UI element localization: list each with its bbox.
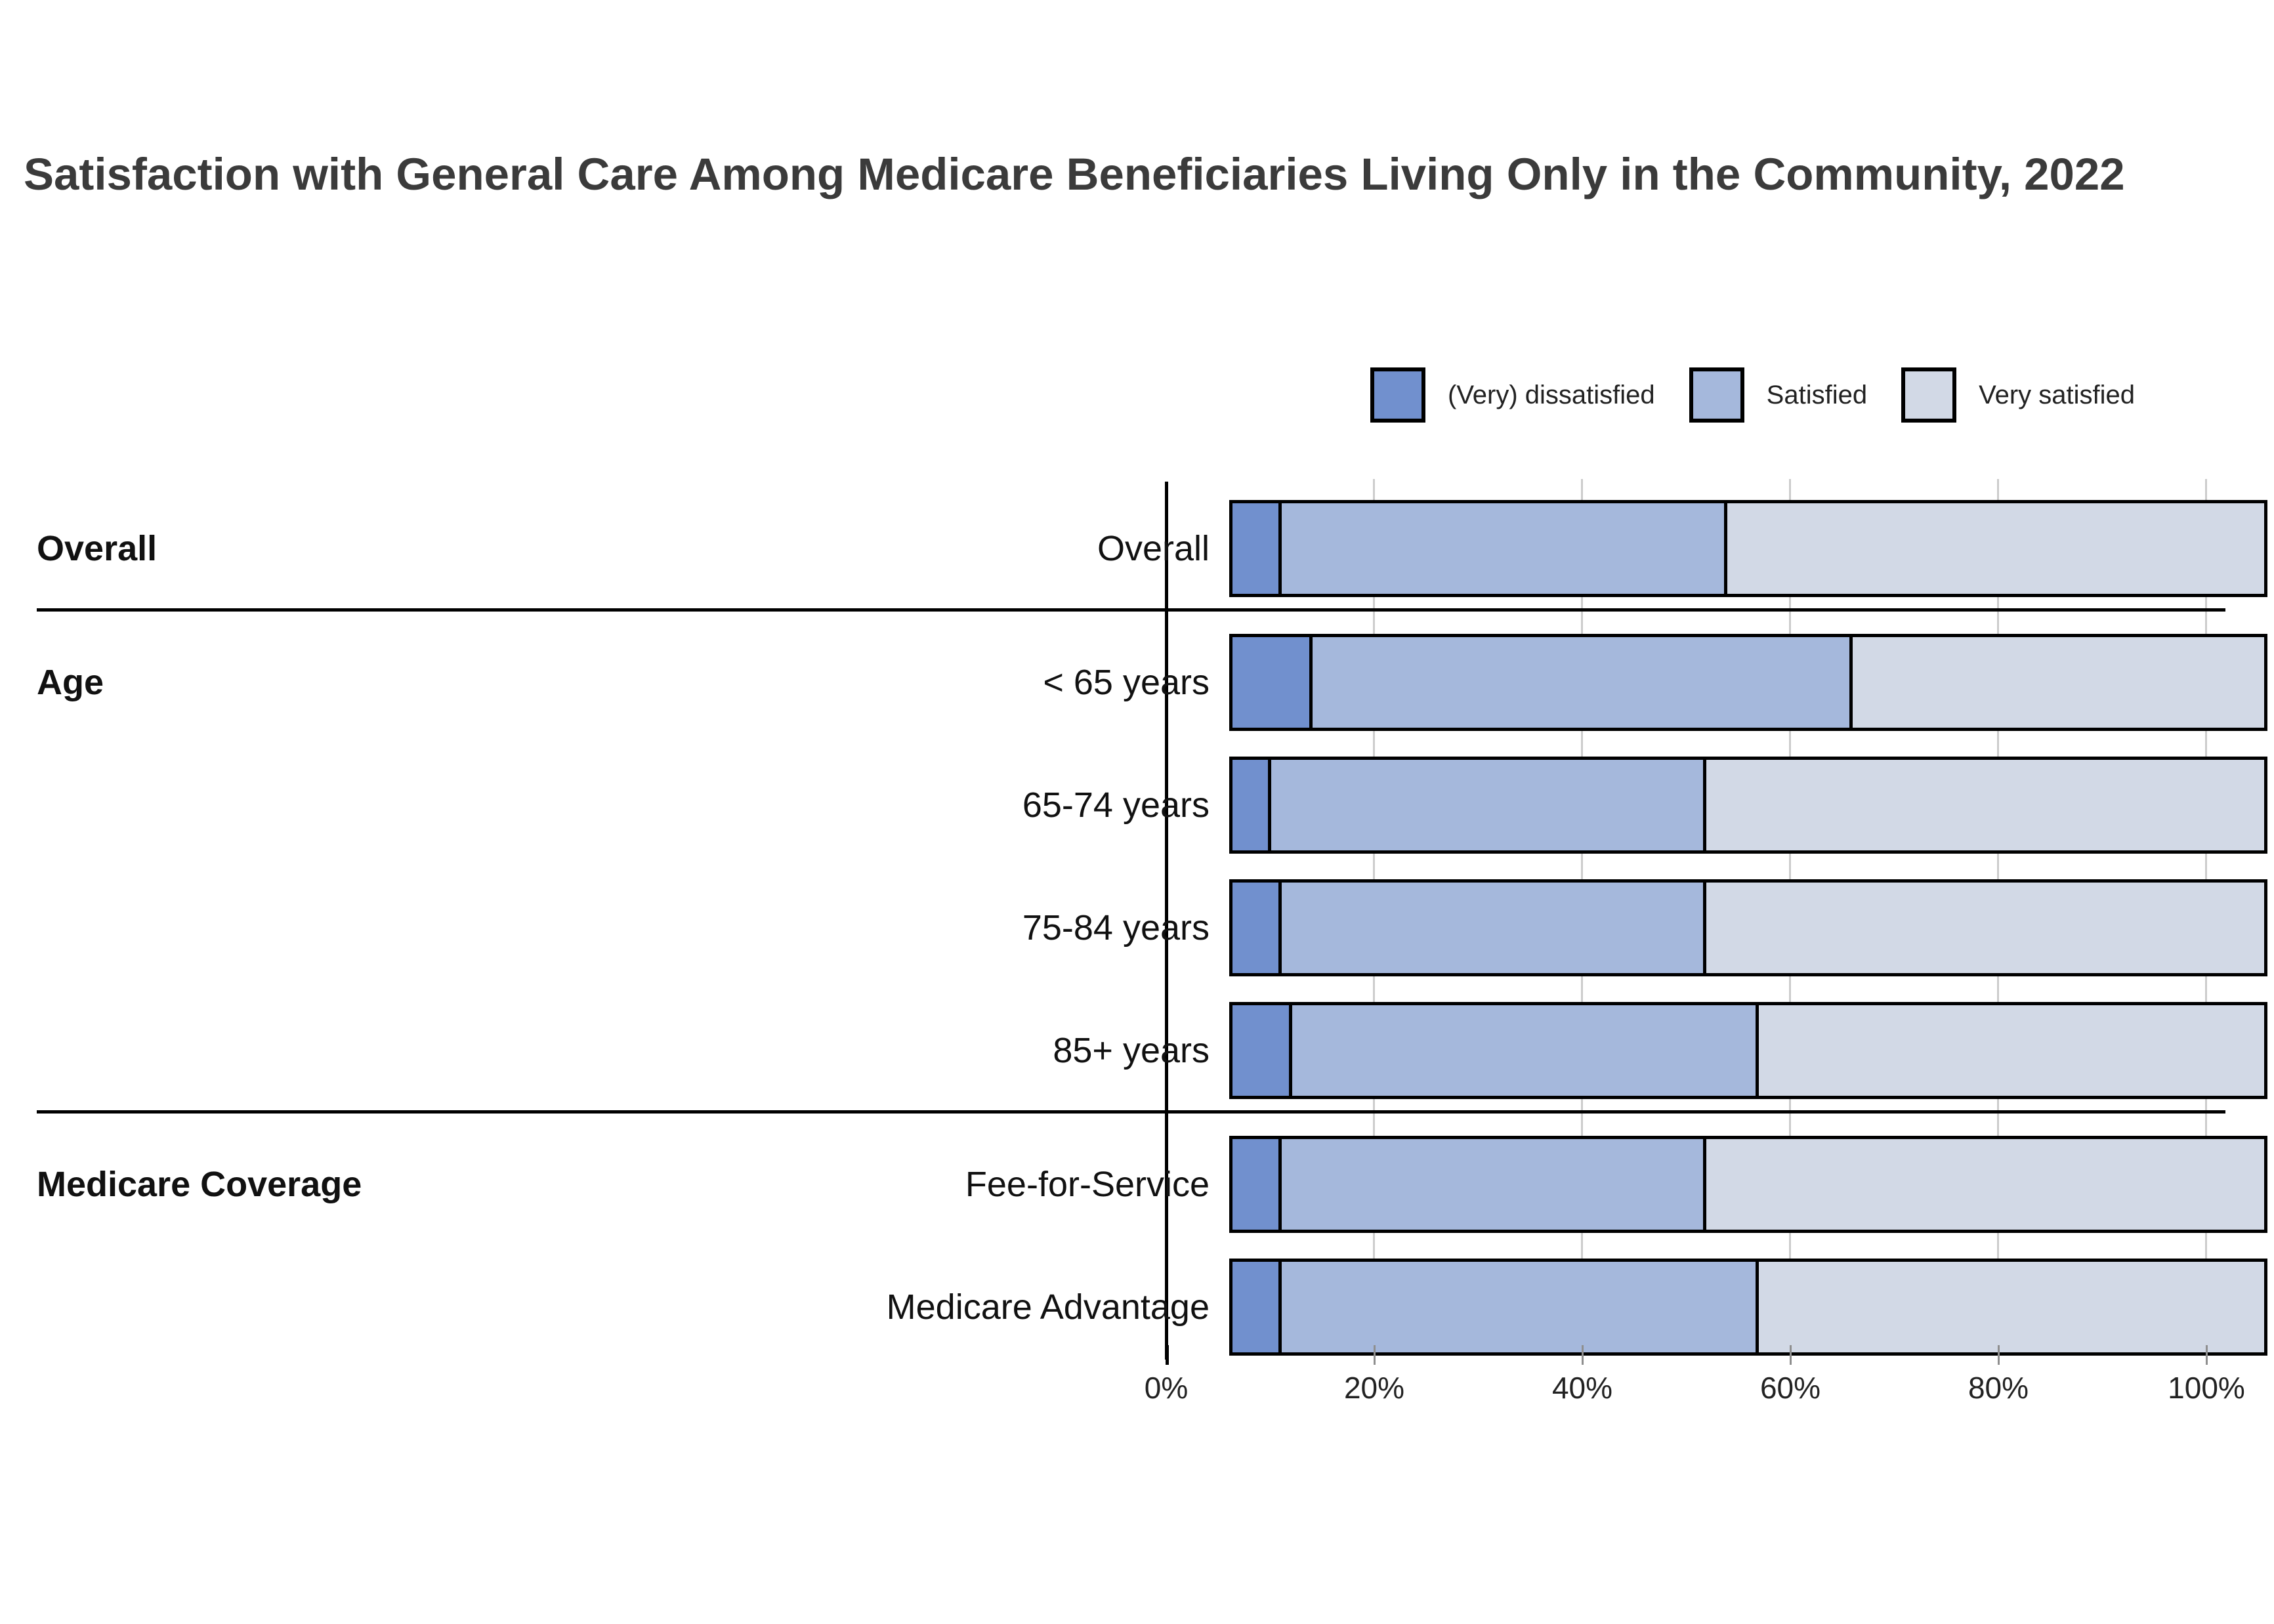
axis-tick	[1374, 1345, 1376, 1365]
bar-track	[1229, 634, 2274, 731]
legend-item: Satisfied	[1689, 367, 1867, 423]
group-label	[0, 1002, 473, 1099]
row-spacer	[0, 854, 2274, 879]
bar-segment-very-satisfied	[1703, 1136, 2267, 1233]
bar-track	[1229, 1002, 2274, 1099]
bar-segment-satisfied	[1309, 634, 1853, 731]
legend-swatch	[1370, 367, 1425, 423]
group-separator	[0, 608, 2274, 634]
chart-row: 85+ years	[0, 1002, 2274, 1099]
legend-label: Very satisfied	[1979, 380, 2135, 409]
legend: (Very) dissatisfied Satisfied Very satisfi…	[1370, 367, 2135, 423]
bar-segment-dissatisfied	[1229, 879, 1282, 976]
group-label: Medicare Coverage	[37, 1165, 362, 1204]
chart-row: 65-74 years	[0, 757, 2274, 854]
bar-segment-satisfied	[1278, 879, 1707, 976]
axis-tick	[1582, 1345, 1584, 1365]
bar-segment-satisfied	[1288, 1002, 1759, 1099]
legend-swatch	[1689, 367, 1744, 423]
row-label: 85+ years	[1053, 1031, 1210, 1070]
legend-label: (Very) dissatisfied	[1448, 380, 1655, 409]
bar-segment-very-satisfied	[1755, 1002, 2267, 1099]
axis-tick	[1998, 1345, 2000, 1365]
group-separator-line	[37, 608, 2225, 612]
chart-row: Medicare Coverage Fee-for-Service	[0, 1136, 2274, 1233]
bar-segment-satisfied	[1267, 757, 1707, 854]
y-axis-line	[1165, 482, 1168, 1360]
axis-tick-label: 60%	[1759, 1371, 1821, 1405]
x-axis: 0% 20% 40% 60% 80% 100%	[0, 1341, 2274, 1446]
legend-swatch	[1901, 367, 1957, 423]
group-separator-line	[37, 1110, 2225, 1114]
row-spacer	[0, 976, 2274, 1002]
group-label	[0, 757, 473, 854]
bar-track	[1229, 500, 2274, 597]
row-label: Medicare Advantage	[886, 1287, 1210, 1327]
legend-item: Very satisfied	[1901, 367, 2135, 423]
bar-segment-very-satisfied	[1703, 879, 2267, 976]
bar-segment-dissatisfied	[1229, 757, 1271, 854]
row-label: 75-84 years	[1022, 908, 1210, 947]
bar-track	[1229, 1136, 2274, 1233]
bar-segment-very-satisfied	[1724, 500, 2267, 597]
axis-tick	[1790, 1345, 1792, 1365]
bar-segment-very-satisfied	[1755, 1259, 2267, 1356]
group-separator	[0, 1110, 2274, 1136]
row-label: Overall	[1097, 529, 1210, 568]
bar-track	[1229, 757, 2274, 854]
axis-tick	[2206, 1345, 2208, 1365]
bar-segment-dissatisfied	[1229, 500, 1282, 597]
bar-segment-dissatisfied	[1229, 634, 1313, 731]
chart-rows: Overall Overall Age < 65 years 65-74 years 75…	[0, 500, 2274, 1356]
axis-tick-label: 80%	[1968, 1371, 2029, 1405]
axis-tick-label: 100%	[2168, 1371, 2245, 1405]
bar-segment-very-satisfied	[1849, 634, 2267, 731]
bar-segment-satisfied	[1278, 500, 1728, 597]
group-label: Overall	[37, 529, 158, 568]
axis-tick-label: 40%	[1551, 1371, 1613, 1405]
legend-item: (Very) dissatisfied	[1370, 367, 1655, 423]
axis-tick-label: 0%	[1144, 1371, 1189, 1405]
row-label: 65-74 years	[1022, 785, 1210, 825]
bar-segment-very-satisfied	[1703, 757, 2267, 854]
chart-row: 75-84 years	[0, 879, 2274, 976]
row-label: < 65 years	[1043, 663, 1210, 702]
legend-label: Satisfied	[1766, 380, 1868, 409]
stacked-bar-chart: Overall Overall Age < 65 years 65-74 years 75…	[0, 472, 2274, 1496]
group-label	[0, 879, 473, 976]
axis-tick-label: 20%	[1343, 1371, 1405, 1405]
bar-segment-dissatisfied	[1229, 1136, 1282, 1233]
chart-title: Satisfaction with General Care Among Med…	[24, 149, 2125, 199]
chart-row: Medicare Advantage	[0, 1259, 2274, 1356]
chart-row: Age < 65 years	[0, 634, 2274, 731]
bar-track	[1229, 879, 2274, 976]
bar-segment-dissatisfied	[1229, 1002, 1292, 1099]
chart-row: Overall Overall	[0, 500, 2274, 597]
axis-tick	[1166, 1345, 1169, 1365]
bar-segment-satisfied	[1278, 1136, 1707, 1233]
row-spacer	[0, 1233, 2274, 1259]
bar-segment-satisfied	[1278, 1259, 1759, 1356]
bar-track	[1229, 1259, 2274, 1356]
row-spacer	[0, 731, 2274, 757]
group-label: Age	[37, 663, 104, 702]
row-label: Fee-for-Service	[965, 1165, 1210, 1204]
